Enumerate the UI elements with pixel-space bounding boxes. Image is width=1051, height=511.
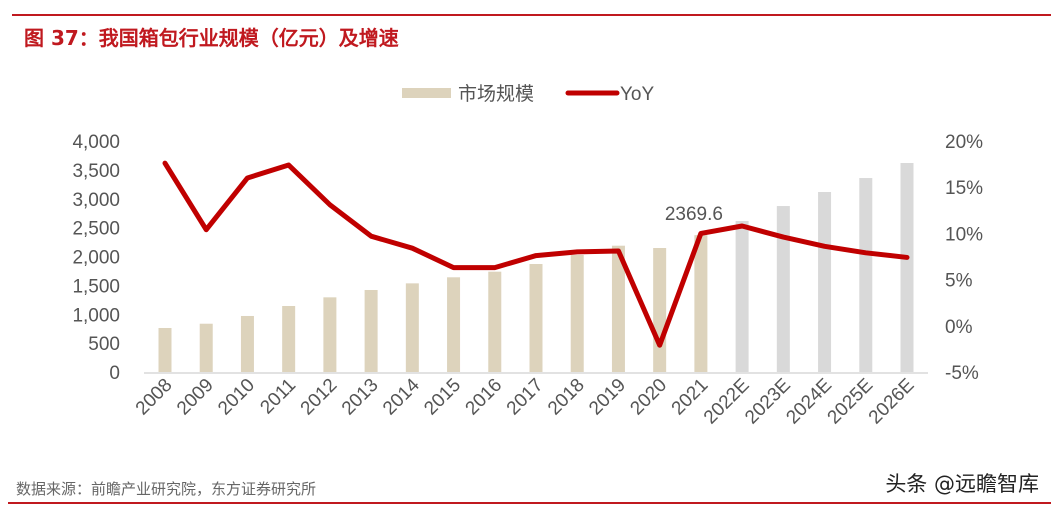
left-tick-label: 2,000 (72, 248, 120, 269)
bar-2019 (611, 245, 625, 372)
x-tick-label: 2026E (865, 375, 919, 429)
bar-2010 (240, 315, 254, 372)
right-tick-label: 5% (945, 271, 973, 292)
left-tick-label: 2,500 (72, 219, 120, 240)
bar-2020 (653, 248, 667, 372)
bar-2011 (282, 305, 296, 372)
left-tick-label: 3,500 (72, 161, 120, 182)
left-tick-label: 4,000 (72, 132, 120, 153)
legend-label-line: YoY (620, 84, 654, 105)
left-tick-label: 1,500 (72, 276, 120, 297)
bar-2024E (818, 191, 832, 372)
x-tick-label: 2017 (503, 375, 548, 420)
right-tick-label: -5% (945, 363, 979, 384)
watermark: 头条 @远瞻智库 (885, 472, 1039, 496)
x-tick-label: 2019 (585, 375, 630, 420)
x-tick-label: 2012 (297, 375, 342, 420)
right-tick-label: 10% (945, 224, 983, 245)
left-tick-label: 0 (109, 363, 120, 384)
data-label: 2369.6 (665, 204, 723, 225)
x-tick-label: 2018 (544, 375, 589, 420)
x-tick-label: 2023E (741, 375, 795, 429)
x-tick-label: 2020 (626, 375, 671, 420)
x-tick-label: 2015 (420, 375, 465, 420)
bar-2025E (859, 178, 873, 372)
x-tick-label: 2009 (173, 375, 218, 420)
x-tick-label: 2016 (462, 375, 507, 420)
bar-2012 (323, 297, 337, 372)
bar-2026E (900, 163, 914, 372)
right-tick-label: 0% (945, 317, 973, 338)
right-tick-label: 20% (945, 132, 983, 153)
chart-title: 图 37：我国箱包行业规模（亿元）及增速 (24, 26, 399, 50)
legend-swatch-bar (402, 88, 451, 98)
x-tick-label: 2014 (379, 374, 424, 419)
bar-2008 (158, 327, 172, 372)
source-note: 数据来源：前瞻产业研究院，东方证券研究所 (16, 480, 317, 498)
left-tick-label: 1,000 (72, 305, 120, 326)
right-tick-label: 15% (945, 178, 983, 199)
left-tick-label: 500 (88, 334, 120, 355)
bar-2016 (488, 271, 502, 372)
x-tick-label: 2024E (782, 375, 836, 429)
left-tick-label: 3,000 (72, 190, 120, 211)
bar-2017 (529, 264, 543, 372)
x-tick-label: 2011 (256, 375, 300, 419)
bar-2022E (735, 220, 749, 372)
bar-2013 (364, 289, 378, 372)
x-tick-label: 2025E (824, 375, 878, 429)
x-tick-label: 2010 (214, 375, 259, 420)
x-tick-label: 2013 (338, 375, 383, 420)
legend-label-bar: 市场规模 (458, 83, 534, 105)
bar-2021 (694, 235, 708, 372)
bar-2023E (776, 206, 790, 372)
x-tick-label: 2022E (700, 375, 754, 429)
bar-2009 (199, 323, 213, 372)
x-tick-label: 2008 (132, 375, 177, 420)
bar-2018 (570, 254, 584, 372)
bar-2014 (405, 283, 419, 372)
bar-2015 (447, 277, 461, 372)
